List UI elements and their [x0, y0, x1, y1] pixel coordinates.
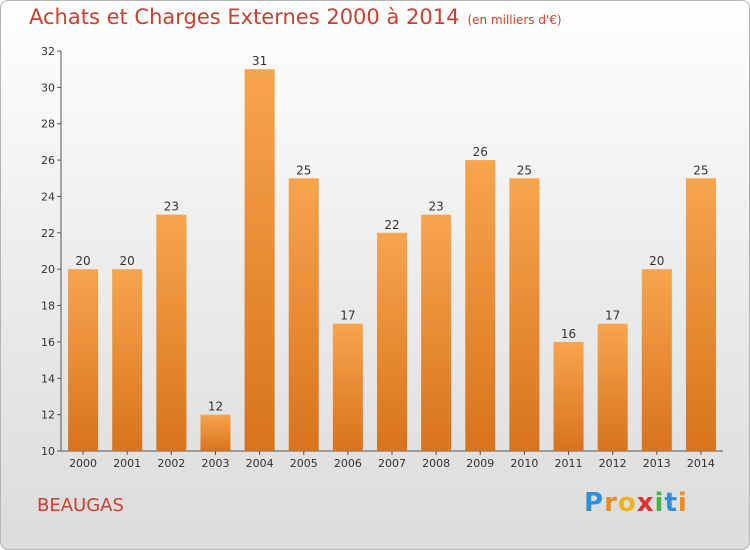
logo-letter: r: [604, 488, 618, 518]
bar-value-label: 17: [605, 309, 620, 323]
y-tick-label: 24: [41, 190, 55, 203]
x-tick-label: 2005: [290, 457, 318, 470]
bar-value-label: 25: [296, 163, 311, 177]
logo-letter: x: [636, 488, 655, 518]
proxiti-logo: Proxiti: [584, 488, 688, 518]
chart-title: Achats et Charges Externes 2000 à 2014 (e…: [29, 5, 562, 29]
bar-value-label: 17: [340, 309, 355, 323]
y-tick-label: 30: [41, 81, 55, 94]
x-tick-label: 2000: [69, 457, 97, 470]
bar: [68, 269, 99, 451]
bar: [376, 232, 408, 451]
y-tick-label: 12: [41, 409, 55, 422]
x-tick-label: 2011: [555, 457, 583, 470]
bar-value-label: 31: [252, 54, 267, 68]
x-tick-label: 2012: [599, 457, 627, 470]
bar: [244, 69, 275, 451]
y-tick-label: 32: [41, 45, 55, 58]
x-tick-label: 2006: [334, 457, 362, 470]
x-tick-label: 2001: [113, 457, 141, 470]
y-tick-label: 14: [41, 372, 55, 385]
logo-letter: t: [664, 488, 678, 518]
y-tick-label: 10: [41, 445, 55, 458]
bar-value-label: 23: [164, 200, 179, 214]
bar: [509, 178, 540, 452]
x-tick-label: 2003: [201, 457, 229, 470]
bar: [685, 178, 716, 452]
bar-value-label: 26: [473, 145, 488, 159]
bar-value-label: 20: [75, 254, 90, 268]
bar: [288, 178, 319, 452]
chart-title-text: Achats et Charges Externes 2000 à 2014: [29, 5, 460, 29]
bar-value-label: 12: [208, 400, 223, 414]
bar: [465, 160, 496, 451]
x-tick-label: 2014: [687, 457, 715, 470]
bar-value-label: 22: [384, 218, 399, 232]
bar-value-label: 25: [693, 163, 708, 177]
bar: [112, 269, 143, 451]
x-tick-label: 2013: [643, 457, 671, 470]
bar: [421, 214, 452, 451]
logo-letter: P: [584, 488, 605, 518]
bar-value-label: 20: [649, 254, 664, 268]
y-tick-label: 20: [41, 263, 55, 276]
bar: [332, 323, 363, 451]
bar: [553, 341, 584, 451]
chart-subtitle: (en milliers d'€): [467, 13, 562, 27]
y-tick-label: 16: [41, 336, 55, 349]
bar: [156, 214, 187, 451]
x-tick-label: 2007: [378, 457, 406, 470]
commune-name: BEAUGAS: [37, 495, 124, 516]
y-tick-label: 18: [41, 300, 55, 313]
bar: [641, 269, 672, 451]
bar: [597, 323, 628, 451]
bar-value-label: 16: [561, 327, 576, 341]
logo-letter: o: [617, 488, 637, 518]
y-tick-label: 26: [41, 154, 55, 167]
x-tick-label: 2008: [422, 457, 450, 470]
bar: [200, 414, 231, 451]
logo-letter: i: [654, 488, 665, 518]
x-tick-label: 2009: [466, 457, 494, 470]
x-tick-label: 2010: [510, 457, 538, 470]
bar-value-label: 25: [517, 163, 532, 177]
y-tick-label: 28: [41, 118, 55, 131]
x-tick-label: 2004: [246, 457, 274, 470]
bar-value-label: 20: [120, 254, 135, 268]
logo-letter: i: [677, 488, 688, 518]
bar-value-label: 23: [428, 200, 443, 214]
y-tick-label: 22: [41, 227, 55, 240]
x-tick-label: 2002: [157, 457, 185, 470]
